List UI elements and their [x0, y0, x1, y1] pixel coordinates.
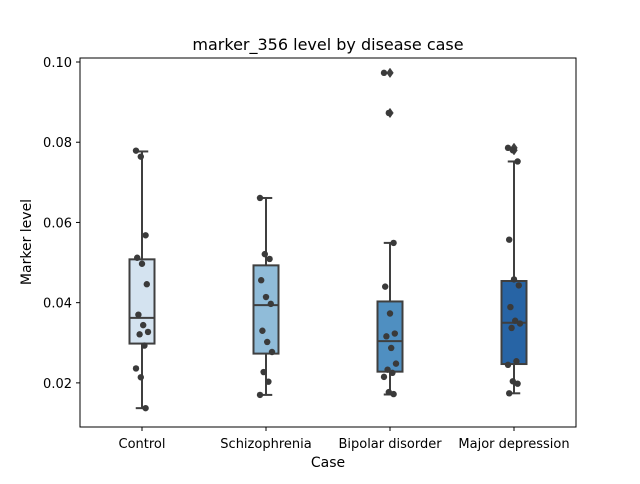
- box-group: [252, 194, 280, 399]
- data-point: [132, 147, 140, 154]
- y-tick-label: 0.04: [43, 297, 72, 312]
- data-point: [504, 144, 512, 152]
- data-point: [514, 380, 521, 387]
- outlier-marker: [386, 67, 394, 79]
- x-tick-label: Major depression: [458, 437, 569, 452]
- data-point: [508, 324, 515, 332]
- axes-frame: [79, 57, 577, 428]
- data-point: [140, 321, 147, 329]
- data-point: [512, 317, 519, 324]
- data-point: [506, 390, 513, 397]
- data-point: [256, 194, 264, 202]
- data-point: [389, 369, 396, 377]
- data-point: [385, 109, 392, 117]
- data-point: [392, 360, 400, 367]
- data-point: [138, 260, 146, 267]
- data-point: [265, 378, 272, 385]
- data-point: [134, 254, 141, 261]
- data-point: [383, 333, 390, 340]
- y-tick-label: 0.02: [43, 377, 72, 392]
- box-group: [376, 67, 404, 398]
- data-point: [390, 239, 397, 247]
- data-point: [137, 374, 144, 381]
- data-point: [391, 330, 398, 337]
- data-point: [388, 344, 395, 352]
- plot-area: 0.02 0.04 0.06 0.08 0.10 Control Schizophrenia…: [43, 56, 577, 452]
- data-point: [141, 342, 148, 349]
- data-point: [142, 232, 149, 239]
- data-point: [384, 366, 391, 373]
- x-tick-label: Schizophrenia: [220, 437, 311, 452]
- data-point: [262, 293, 270, 301]
- data-point: [267, 300, 274, 308]
- data-point: [266, 255, 273, 263]
- data-point: [513, 358, 520, 365]
- data-point: [135, 311, 142, 318]
- y-tick-label: 0.10: [43, 56, 72, 71]
- data-point: [380, 69, 388, 77]
- box-group: [128, 147, 156, 412]
- chart-title: marker_356 level by disease case: [192, 35, 463, 55]
- data-point: [504, 361, 512, 369]
- data-point: [386, 310, 394, 317]
- data-point: [142, 404, 149, 412]
- box-iqr: [252, 264, 280, 355]
- data-point: [514, 158, 521, 165]
- x-tick-label: Control: [119, 437, 166, 452]
- data-point: [143, 281, 150, 288]
- data-point: [510, 276, 518, 283]
- data-point: [268, 348, 276, 356]
- box-group: [500, 142, 528, 397]
- x-axis-label: Case: [311, 455, 345, 471]
- y-tick-label: 0.06: [43, 216, 72, 231]
- data-point: [264, 338, 271, 346]
- y-axis-label: Marker level: [19, 199, 35, 285]
- data-point: [132, 365, 140, 372]
- data-point: [380, 373, 388, 381]
- data-point: [256, 391, 264, 399]
- data-point: [515, 282, 522, 289]
- data-point: [509, 378, 516, 385]
- data-point: [136, 331, 143, 338]
- data-point: [144, 328, 152, 336]
- data-point: [258, 277, 265, 284]
- data-point: [261, 250, 268, 258]
- data-point: [506, 236, 513, 243]
- data-point: [509, 147, 516, 154]
- y-tick-label: 0.08: [43, 136, 72, 151]
- data-point: [385, 388, 392, 396]
- data-point: [382, 283, 389, 290]
- x-tick-label: Bipolar disorder: [338, 437, 442, 452]
- data-point: [516, 320, 524, 327]
- data-point: [390, 390, 397, 398]
- data-point: [137, 153, 144, 160]
- data-point: [507, 303, 514, 311]
- data-point: [259, 327, 266, 334]
- data-point: [260, 368, 267, 376]
